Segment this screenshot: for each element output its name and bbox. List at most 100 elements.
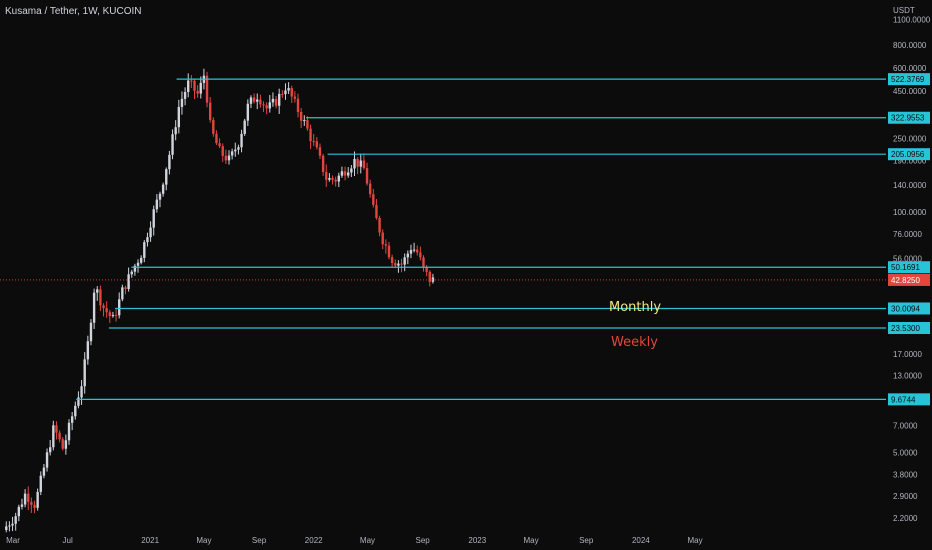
x-tick-label: May: [196, 536, 211, 545]
candle: [422, 255, 425, 272]
candle: [230, 148, 234, 160]
candle: [331, 175, 334, 185]
candle: [309, 124, 312, 149]
candle: [353, 151, 356, 177]
svg-text:42.8250: 42.8250: [891, 276, 920, 285]
current-price-tag: 42.8250: [888, 273, 930, 286]
candle: [102, 303, 105, 317]
x-tick-label: 2022: [305, 536, 323, 545]
candle: [212, 117, 215, 137]
candle: [174, 120, 177, 141]
svg-text:50.1691: 50.1691: [891, 263, 920, 272]
candle: [165, 167, 168, 191]
candle: [262, 101, 265, 112]
candle: [265, 102, 268, 115]
candle: [303, 115, 306, 126]
y-tick-label: 76.0000: [893, 230, 922, 239]
x-tick-label: May: [360, 536, 375, 545]
candle: [403, 253, 406, 272]
monthly-annotation: Monthly: [609, 300, 662, 315]
candle: [74, 401, 77, 420]
candle: [48, 440, 52, 456]
candle: [58, 430, 61, 443]
level-price-tag: 322.9553: [888, 111, 930, 124]
candle: [193, 78, 196, 100]
x-tick-label: May: [688, 536, 703, 545]
time-axis[interactable]: Mar Jul 2021 May Sep 2022 May Sep 2023 May Sep 2024…: [6, 536, 703, 545]
level-price-tag: 30.0094: [888, 302, 930, 315]
candle: [99, 285, 102, 311]
candle: [387, 241, 391, 260]
candle: [406, 250, 410, 265]
y-tick-label: 190.0000: [893, 156, 927, 165]
candle: [168, 150, 171, 175]
candle: [249, 95, 253, 109]
x-tick-label: Sep: [415, 536, 430, 545]
candle: [89, 319, 93, 346]
candle: [205, 71, 209, 108]
candle: [378, 215, 381, 237]
level-price-tag: 9.6744: [888, 393, 930, 406]
candle: [52, 420, 55, 451]
candle: [325, 164, 328, 187]
candle: [55, 421, 58, 440]
candle: [271, 92, 275, 107]
svg-text:522.3769: 522.3769: [891, 75, 925, 84]
candle: [158, 191, 162, 208]
y-tick-label: 800.0000: [893, 41, 927, 50]
y-tick-label: 13.0000: [893, 372, 922, 381]
candle: [196, 85, 199, 98]
candle: [306, 116, 309, 131]
candles-layer: [5, 68, 435, 533]
level-price-tag: 205.0956: [888, 148, 930, 161]
candle: [67, 419, 71, 445]
candle: [139, 255, 143, 265]
candle: [20, 498, 24, 510]
candle: [287, 82, 290, 95]
candle: [64, 434, 68, 455]
level-price-tag: 522.3769: [888, 73, 930, 86]
candle: [284, 83, 287, 100]
candle: [30, 497, 33, 513]
candle: [27, 486, 30, 511]
candle: [246, 99, 250, 126]
candle: [180, 91, 184, 115]
weekly-annotation: Weekly: [611, 335, 658, 350]
y-tick-label: 1100.0000: [893, 15, 931, 24]
candle: [347, 167, 350, 178]
candle: [177, 99, 181, 134]
y-tick-label: 5.0000: [893, 448, 918, 457]
candle: [321, 153, 325, 176]
chart-title: Kusama / Tether, 1W, KUCOIN: [5, 6, 142, 17]
candle: [14, 512, 17, 531]
svg-text:205.0956: 205.0956: [891, 150, 925, 159]
svg-text:30.0094: 30.0094: [891, 304, 920, 313]
candle: [362, 153, 366, 170]
candle: [171, 129, 174, 160]
candle: [183, 87, 187, 106]
candle: [299, 107, 303, 128]
candle: [105, 301, 108, 318]
candle: [152, 205, 155, 236]
candle: [394, 259, 397, 268]
candle: [356, 157, 359, 175]
candle: [381, 229, 384, 250]
candle: [343, 166, 347, 181]
candle: [199, 76, 202, 99]
candle: [17, 504, 21, 522]
candle: [221, 143, 224, 162]
candle: [384, 239, 388, 254]
candle: [96, 286, 99, 301]
x-tick-label: Jul: [63, 536, 73, 545]
candle: [218, 138, 221, 149]
candle: [45, 448, 49, 472]
x-tick-label: Mar: [6, 536, 20, 545]
level-price-tag: 23.5300: [888, 321, 930, 334]
candle: [340, 166, 344, 178]
axis-unit-label: USDT: [893, 6, 915, 15]
candle: [259, 94, 262, 108]
candle: [397, 260, 400, 273]
y-tick-label: 2.9000: [893, 492, 918, 501]
